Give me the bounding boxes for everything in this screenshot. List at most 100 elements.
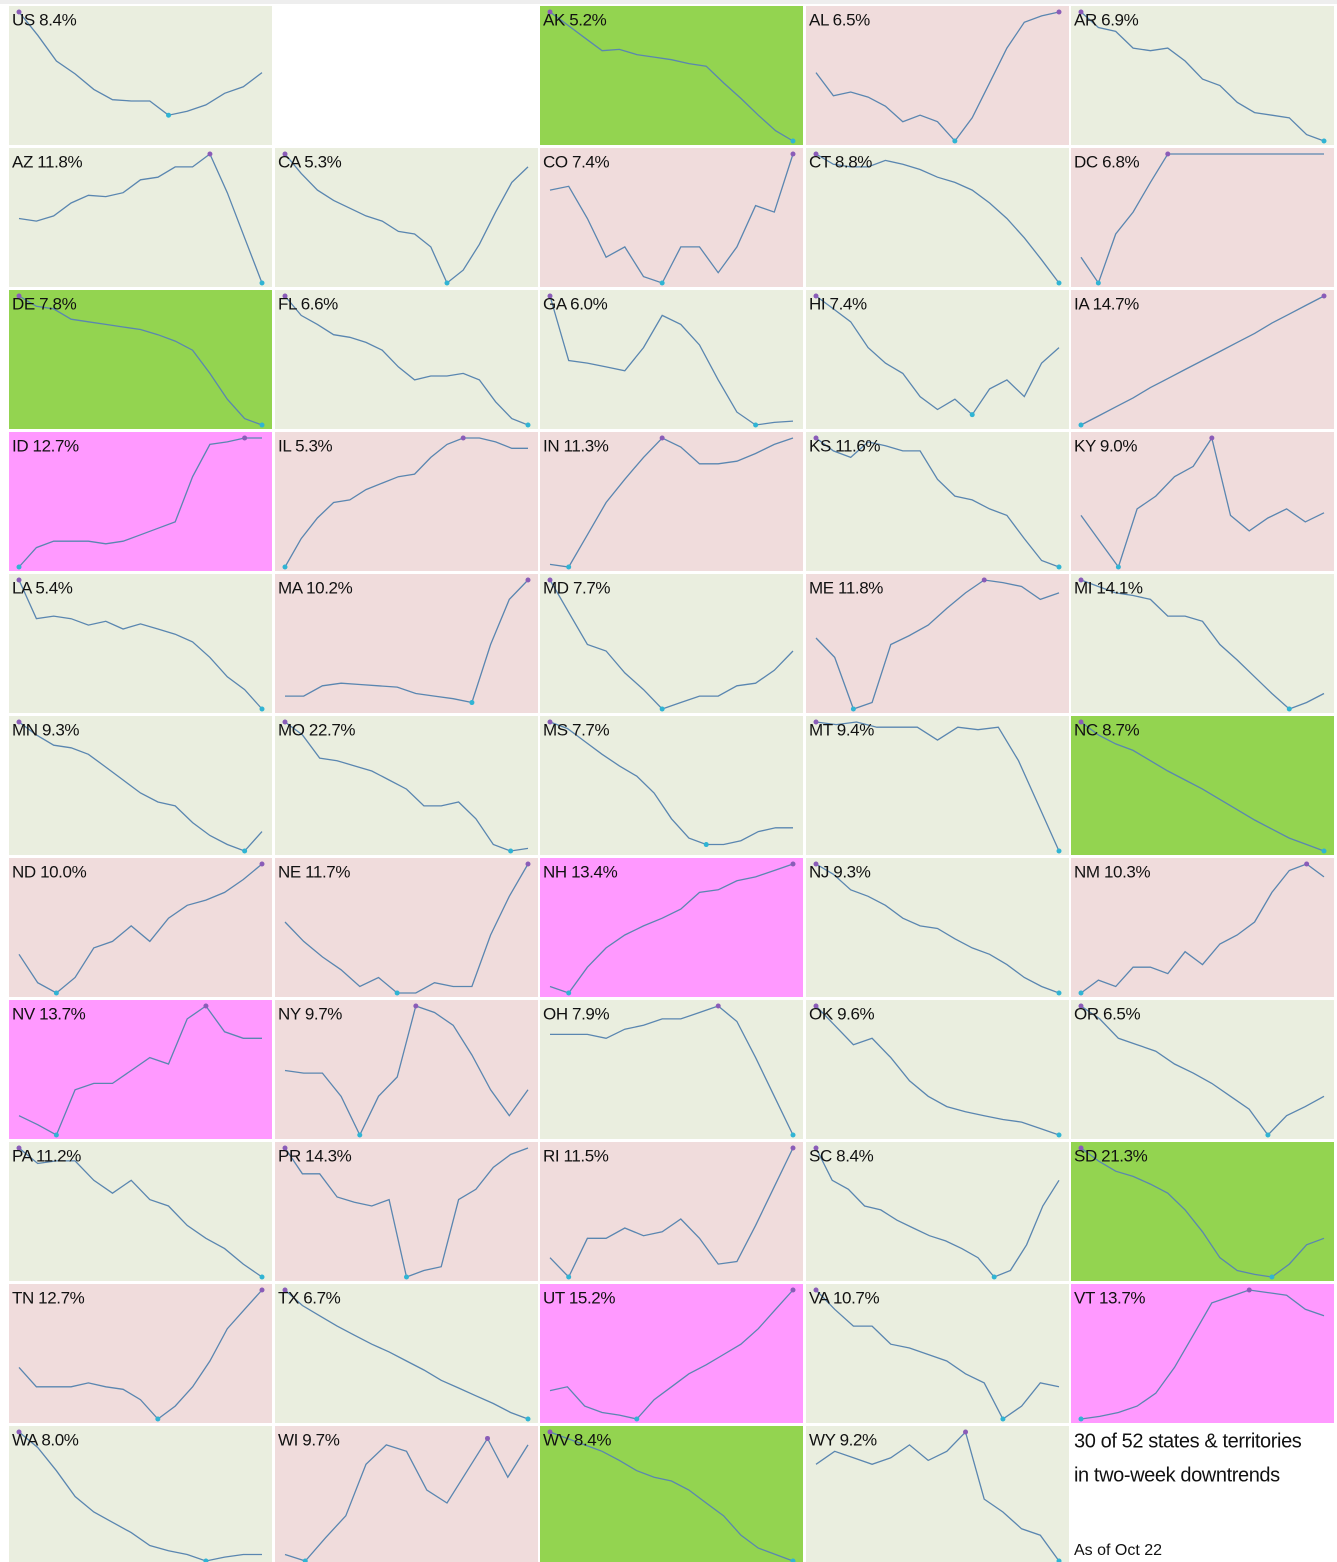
sparkline xyxy=(549,721,793,846)
sparkline xyxy=(18,1289,263,1420)
sparkline xyxy=(1080,11,1325,142)
sparkline xyxy=(815,1147,1060,1278)
panel xyxy=(9,574,272,713)
panel xyxy=(540,1284,803,1423)
panel xyxy=(275,716,538,855)
sparkline xyxy=(815,295,1060,416)
max-dot xyxy=(813,293,819,299)
sparkline xyxy=(549,153,794,284)
caption-line: in two-week downtrends xyxy=(1074,1464,1280,1486)
panel-label: OK 9.6% xyxy=(809,1004,875,1023)
panel-label: VA 10.7% xyxy=(809,1288,879,1307)
min-dot xyxy=(259,422,265,428)
panel xyxy=(1071,148,1334,287)
sparkline xyxy=(18,1431,262,1562)
max-dot xyxy=(16,1145,22,1151)
panel xyxy=(275,1142,538,1281)
panel-label: AK 5.2% xyxy=(543,10,607,29)
sparkline xyxy=(549,11,794,142)
sparkline xyxy=(1080,863,1325,994)
panel xyxy=(9,148,272,287)
panel-label: WI 9.7% xyxy=(278,1430,340,1449)
min-dot xyxy=(1286,706,1292,712)
sparkline xyxy=(549,1147,794,1279)
caption-line: 30 of 52 states & territories xyxy=(1074,1430,1302,1452)
panel xyxy=(275,290,538,429)
panel xyxy=(275,1284,538,1423)
max-dot xyxy=(203,1003,209,1009)
min-dot xyxy=(566,990,572,996)
sparkline xyxy=(815,153,1060,284)
min-dot xyxy=(16,564,22,570)
panel-label: PR 14.3% xyxy=(278,1146,352,1165)
panel-label: MO 22.7% xyxy=(278,720,355,739)
min-dot xyxy=(525,422,531,428)
sparkline xyxy=(549,579,794,710)
min-dot xyxy=(634,1416,640,1422)
panel-label: SC 8.4% xyxy=(809,1146,874,1165)
max-dot xyxy=(813,861,819,867)
min-dot xyxy=(155,1416,161,1422)
min-dot xyxy=(1269,1274,1275,1280)
max-dot xyxy=(282,1287,288,1293)
max-dot xyxy=(813,151,819,157)
sparkline xyxy=(18,11,263,116)
max-dot xyxy=(790,1145,796,1151)
min-dot xyxy=(53,1132,59,1138)
max-dot xyxy=(1321,293,1327,299)
min-dot xyxy=(790,1558,796,1562)
panel-label: AL 6.5% xyxy=(809,10,870,29)
min-dot xyxy=(404,1274,409,1280)
min-dot xyxy=(53,990,59,996)
panel-label: SD 21.3% xyxy=(1074,1146,1148,1165)
panel xyxy=(9,290,272,429)
sparkline xyxy=(1080,579,1325,710)
panel xyxy=(275,1426,538,1562)
panel-label: US 8.4% xyxy=(12,10,77,29)
sparkline xyxy=(284,721,529,852)
sparkline xyxy=(18,863,263,994)
min-dot xyxy=(753,422,759,428)
sparkline xyxy=(550,1005,794,1136)
panel-label: MN 9.3% xyxy=(12,720,79,739)
max-dot xyxy=(282,293,288,299)
panel-label: NJ 9.3% xyxy=(809,862,871,881)
sparkline xyxy=(1080,1005,1325,1137)
min-dot xyxy=(166,112,172,118)
min-dot xyxy=(991,1274,997,1280)
panel-label: ME 11.8% xyxy=(809,578,883,597)
panel-label: VT 13.7% xyxy=(1074,1288,1145,1307)
sparkline xyxy=(18,721,263,852)
max-dot xyxy=(282,151,288,157)
panel-label: NE 11.7% xyxy=(278,862,350,881)
max-dot xyxy=(547,1429,553,1435)
panel xyxy=(275,148,538,287)
max-dot xyxy=(525,861,531,867)
sparkline xyxy=(549,1289,794,1420)
min-dot xyxy=(282,564,288,570)
max-dot xyxy=(1246,1287,1252,1293)
max-dot xyxy=(282,719,288,725)
sparkline xyxy=(549,295,794,426)
panel-label: NV 13.7% xyxy=(12,1004,86,1023)
panel xyxy=(540,574,803,713)
panel-label: IN 11.3% xyxy=(543,436,609,455)
min-dot xyxy=(1056,848,1062,854)
panel xyxy=(9,1142,272,1281)
panel xyxy=(1071,1284,1334,1423)
max-dot xyxy=(1078,719,1084,725)
max-dot xyxy=(547,719,553,725)
panel-label: WV 8.4% xyxy=(543,1430,611,1449)
panel-label: CA 5.3% xyxy=(278,152,342,171)
min-dot xyxy=(1321,848,1327,854)
sparkline xyxy=(1080,1147,1325,1278)
max-dot xyxy=(790,1287,796,1293)
sparkline xyxy=(815,721,1060,852)
panel-label: CT 8.8% xyxy=(809,152,872,171)
panel xyxy=(1071,1000,1334,1139)
min-dot xyxy=(1078,1416,1084,1422)
min-dot xyxy=(1115,564,1121,570)
max-dot xyxy=(16,719,22,725)
panel-label: NH 13.4% xyxy=(543,862,618,881)
